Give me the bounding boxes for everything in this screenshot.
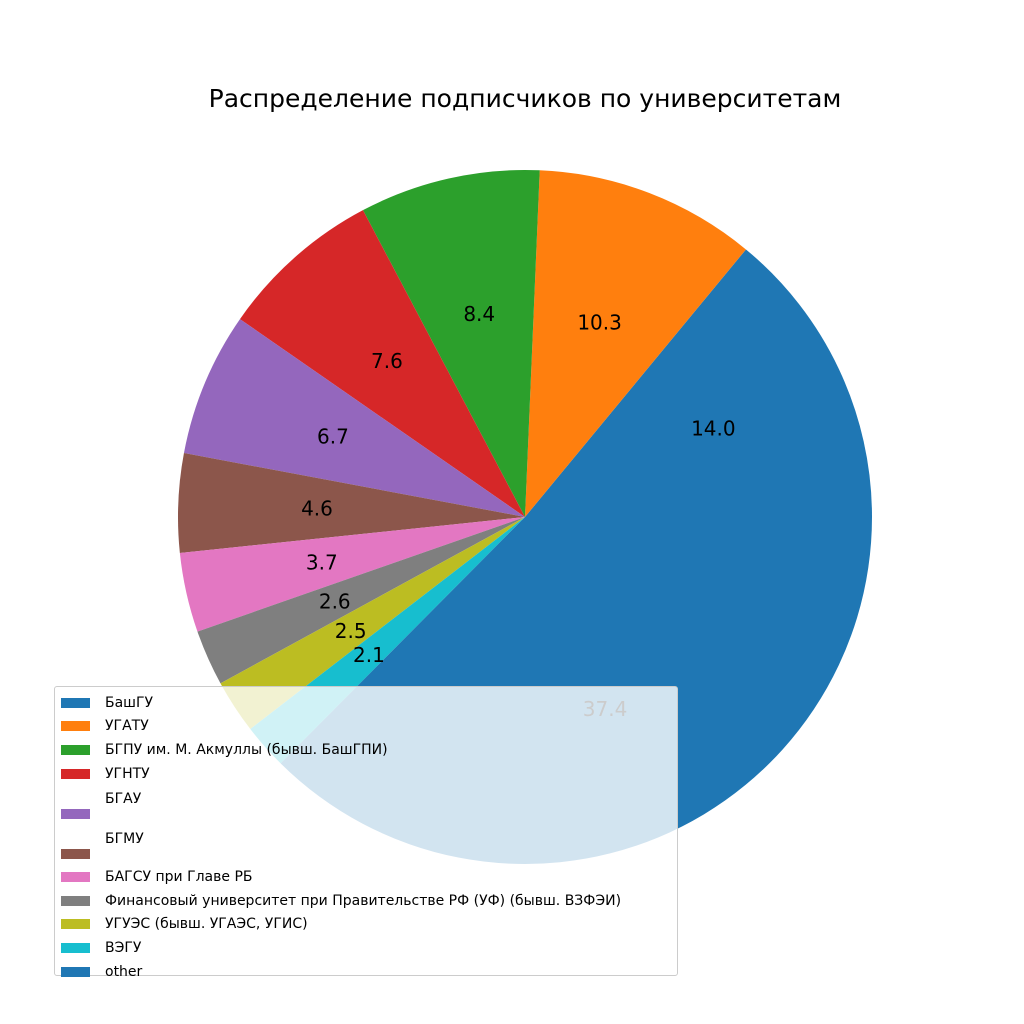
legend-swatch [61, 768, 90, 779]
pie-slice [362, 169, 540, 517]
legend-item: БАГСУ при Главе РБ [61, 865, 677, 889]
legend-label: БГМУ⁣ [105, 831, 144, 848]
pie-value-label: 3.7 [306, 550, 338, 574]
legend-item: УГУЭС (бывш. УГАЭС, УГИС) [61, 913, 677, 937]
pie-slice [220, 517, 526, 729]
chart-title: Распределение подписчиков по университет… [208, 84, 842, 113]
pie-value-label: 8.4 [463, 302, 495, 326]
pie-value-label: 6.7 [317, 425, 349, 449]
pie-value-label: 2.5 [335, 619, 367, 643]
legend-item: БашГУ [61, 691, 677, 715]
chart-legend: БашГУ УГАТУ БГПУ им. М. Акмуллы (бывш. Баш… [54, 686, 678, 980]
pie-value-label: 4.6 [301, 496, 333, 520]
pie-slice [197, 517, 525, 684]
legend-label: Финансовый университет при Правительстве… [105, 892, 622, 909]
legend-label: УГАТУ [105, 718, 149, 735]
legend-swatch [61, 744, 90, 755]
legend-swatch [61, 809, 90, 820]
legend-swatch [61, 697, 90, 708]
pie-slice [239, 210, 525, 517]
legend-item: ВЭГУ [61, 936, 677, 960]
legend-label: БГПУ им. М. Акмуллы (бывш. БашГПИ) [105, 741, 388, 758]
pie-value-label: 7.6 [371, 349, 403, 373]
pie-value-label: 10.3 [577, 311, 622, 335]
legend-label: УГНТУ [105, 765, 150, 782]
legend-label: БашГУ [105, 694, 154, 711]
legend-item: other [61, 960, 677, 984]
legend-swatch [61, 849, 90, 860]
legend-item: УГНТУ [61, 762, 677, 786]
legend-item: БГАУ⁣ [61, 785, 677, 825]
legend-swatch [61, 872, 90, 883]
pie-slice [525, 249, 872, 517]
legend-item: УГАТУ [61, 715, 677, 739]
pie-slice [178, 452, 525, 553]
legend-item: Финансовый университет при Правительстве… [61, 889, 677, 913]
legend-swatch [61, 942, 90, 953]
pie-slice [183, 319, 525, 517]
legend-item: БГПУ им. М. Акмуллы (бывш. БашГПИ) [61, 738, 677, 762]
legend-label: ВЭГУ [105, 939, 142, 956]
legend-swatch [61, 895, 90, 906]
pie-slice [179, 517, 525, 632]
legend-label: БГАУ⁣ [105, 791, 142, 808]
pie-value-label: 2.6 [319, 590, 351, 614]
legend-swatch [61, 721, 90, 732]
legend-swatch [61, 919, 90, 930]
pie-slice [525, 170, 746, 517]
legend-item: БГМУ⁣ [61, 825, 677, 865]
legend-label: БАГСУ при Главе РБ [105, 869, 253, 886]
pie-value-label: 2.1 [353, 643, 385, 667]
legend-swatch [61, 966, 90, 977]
pie-value-label: 14.0 [691, 416, 736, 440]
legend-label: УГУЭС (бывш. УГАЭС, УГИС) [105, 916, 308, 933]
legend-label: other [105, 963, 143, 980]
